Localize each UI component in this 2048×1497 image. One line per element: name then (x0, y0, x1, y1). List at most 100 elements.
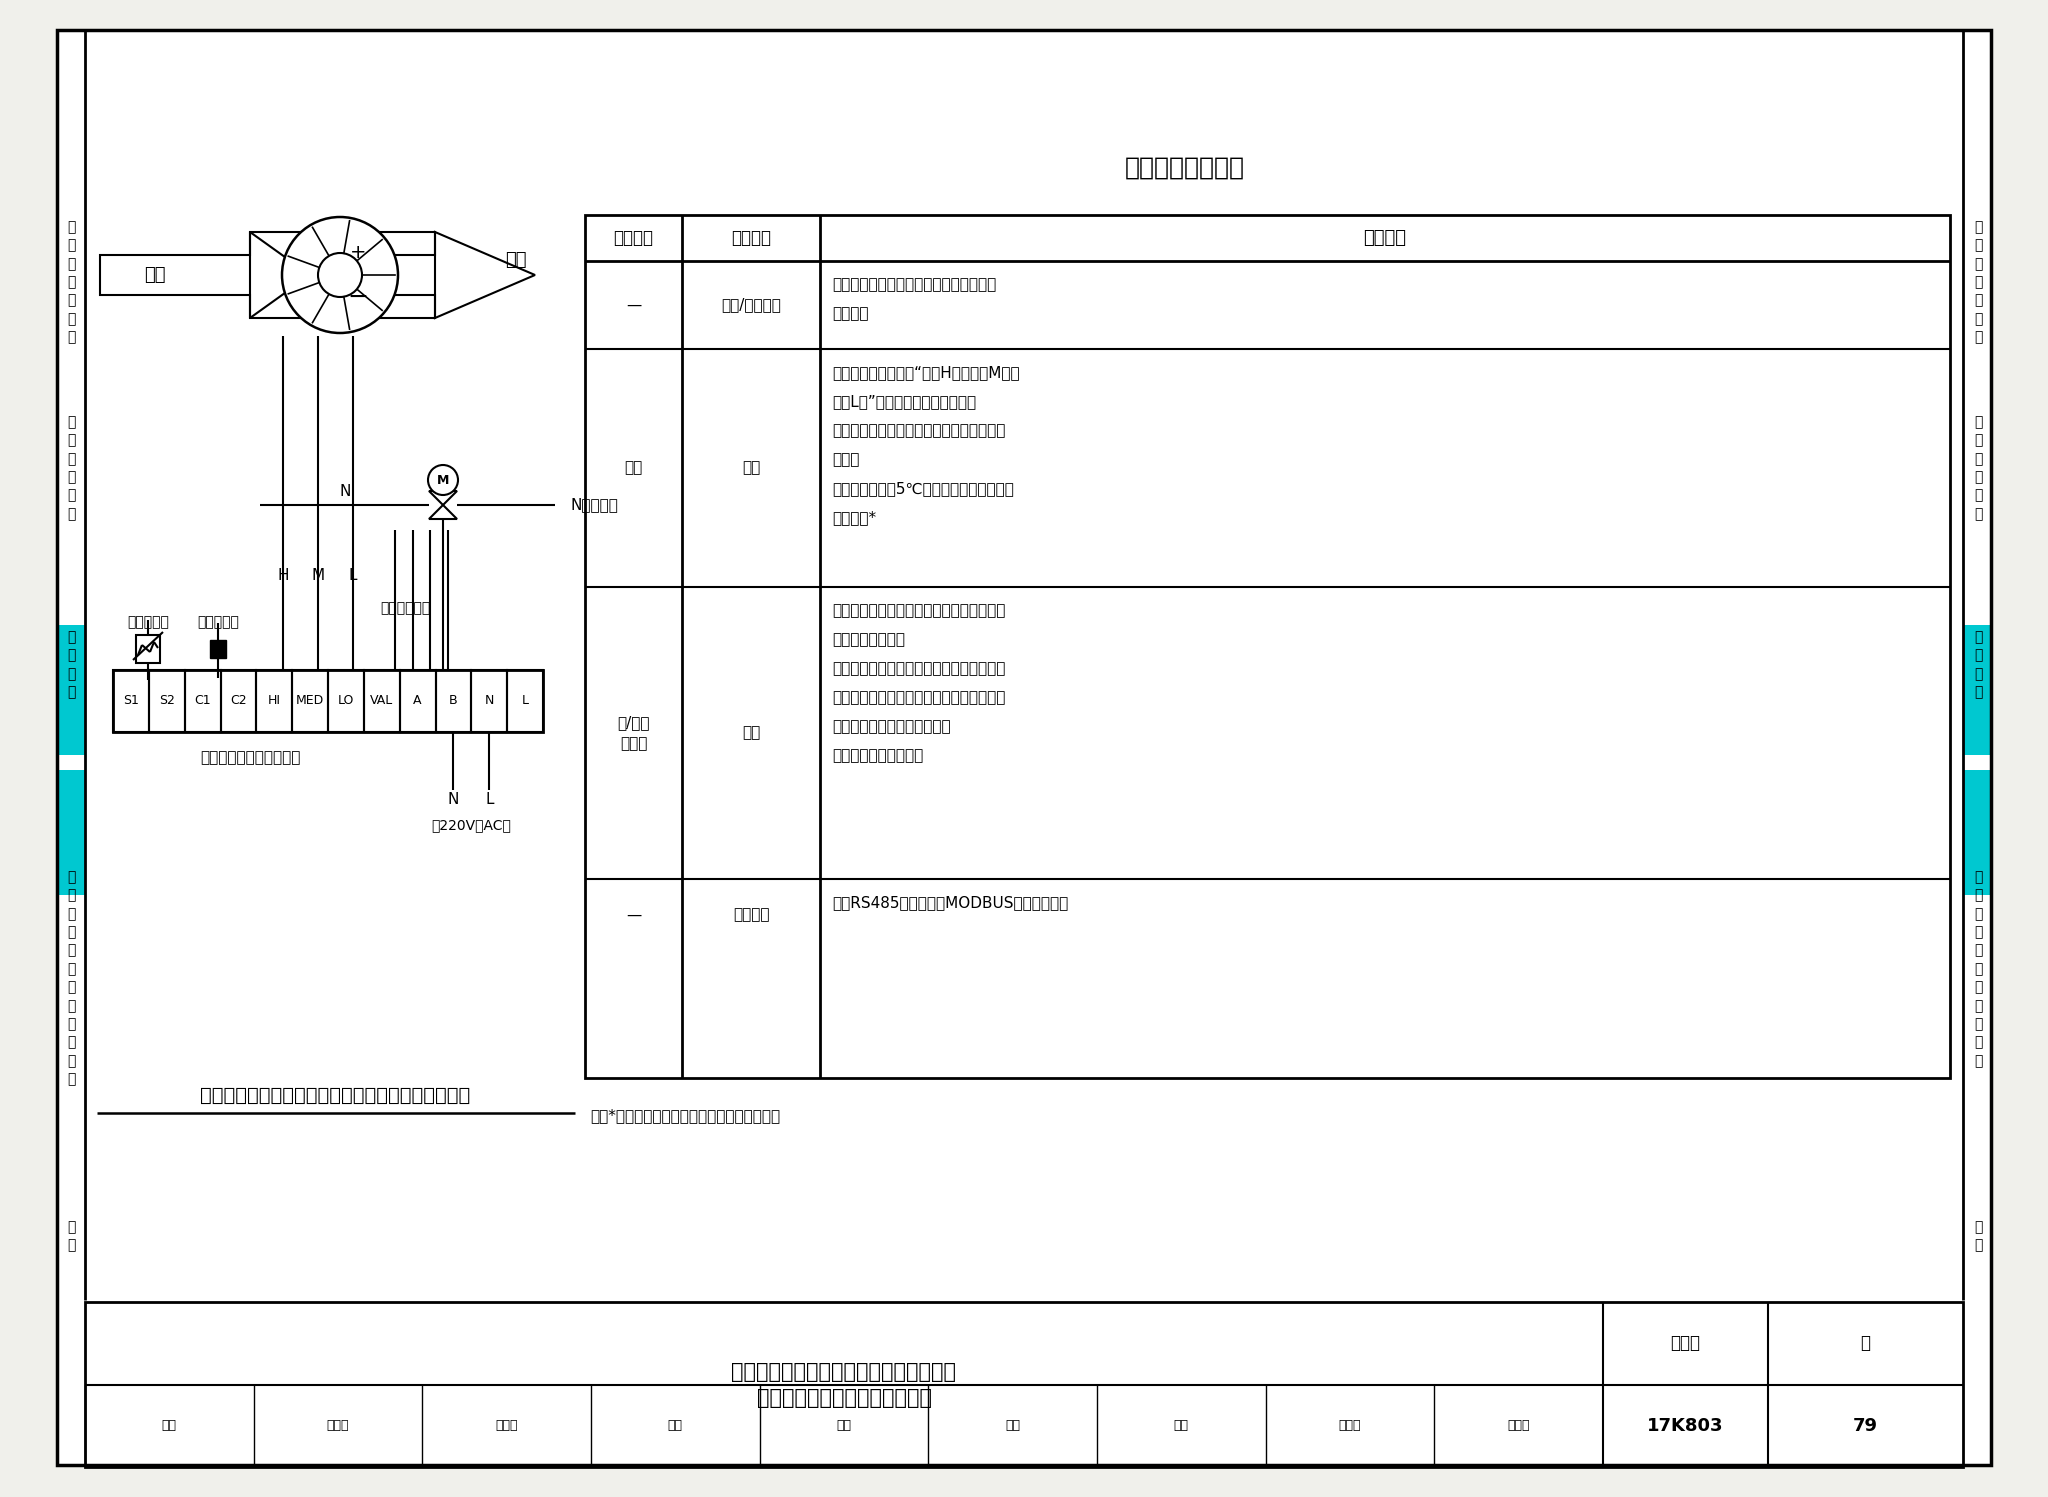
Text: 供冷/供热模式: 供冷/供热模式 (721, 298, 780, 313)
Text: M: M (436, 473, 449, 487)
Text: 供冷模式时，当室内温度实测値高于设定値: 供冷模式时，当室内温度实测値高于设定値 (831, 662, 1006, 677)
Text: N（零线）: N（零线） (569, 497, 618, 512)
Text: 外接传感器: 外接传感器 (127, 615, 168, 629)
Polygon shape (100, 232, 309, 317)
Text: LO: LO (338, 695, 354, 708)
Text: 赵晓字: 赵晓字 (1339, 1419, 1362, 1433)
Text: +: + (350, 244, 367, 262)
Text: 17K803: 17K803 (1647, 1416, 1724, 1434)
Bar (221, 671, 256, 732)
Text: N: N (340, 484, 350, 499)
Text: 自动选择: 自动选择 (831, 305, 868, 320)
Text: 低（L）”三档风速调节风机转速；: 低（L）”三档风速调节风机转速； (831, 394, 977, 409)
Text: 电动阀进行控制；: 电动阀进行控制； (831, 632, 905, 647)
Text: A: A (414, 695, 422, 708)
Bar (150, 671, 184, 732)
Text: 联网功能: 联网功能 (733, 907, 770, 922)
Text: 値班采暖*: 値班采暖* (831, 510, 877, 525)
Text: 启停: 启停 (741, 461, 760, 476)
Polygon shape (428, 504, 457, 519)
Bar (211, 641, 225, 659)
Bar (328, 671, 365, 732)
Bar (256, 671, 293, 732)
Bar (113, 671, 543, 732)
Text: 具有RS485联网控制（MODBUS等标准协议）: 具有RS485联网控制（MODBUS等标准协议） (831, 895, 1069, 910)
Bar (57, 769, 86, 895)
Text: 自
控
原
理: 自 控 原 理 (1974, 630, 1982, 699)
Text: −: − (348, 284, 369, 308)
Text: 余欣: 余欣 (836, 1419, 852, 1433)
Text: 或根据室内温度实测値与设定値的偏差自动: 或根据室内温度实测値与设定値的偏差自动 (831, 424, 1006, 439)
Bar (586, 216, 1950, 1078)
Text: 目
录
与
编
制
说
明: 目 录 与 编 制 说 明 (1974, 220, 1982, 344)
Text: L: L (522, 695, 528, 708)
Text: 控制要求: 控制要求 (1364, 229, 1407, 247)
Text: 自控调节策略说明: 自控调节策略说明 (1124, 156, 1245, 180)
Text: 金久析: 金久析 (328, 1419, 350, 1433)
Text: 冷/热水
电动阀: 冷/热水 电动阀 (616, 716, 649, 751)
Text: 通
用
监
控
要
求: 通 用 监 控 要 求 (68, 415, 76, 521)
Text: 接受人员的选择；供冷、供热、通风模式: 接受人员的选择；供冷、供热、通风模式 (831, 277, 995, 292)
Text: 页: 页 (1860, 1334, 1870, 1352)
Text: 通断: 通断 (741, 726, 760, 741)
Bar (1962, 626, 1991, 754)
Text: MED: MED (297, 695, 324, 708)
Polygon shape (428, 491, 457, 504)
Bar (471, 671, 508, 732)
Circle shape (317, 253, 362, 296)
Text: L: L (348, 567, 356, 582)
Polygon shape (375, 232, 535, 317)
Bar (250, 232, 434, 317)
Text: 当室内温度低于5℃时，自动启动风机执行: 当室内温度低于5℃时，自动启动风机执行 (831, 481, 1014, 496)
Circle shape (428, 466, 459, 496)
Text: 校对: 校对 (668, 1419, 682, 1433)
Text: 冷热型联网（二管制）风机盘管温控面板: 冷热型联网（二管制）风机盘管温控面板 (731, 1362, 956, 1383)
Bar (399, 671, 436, 732)
Bar (57, 626, 86, 754)
Text: HI: HI (268, 695, 281, 708)
Text: 换档；: 换档； (831, 452, 860, 467)
Text: 时，电动阀开启；当室内温度实测値达到或: 时，电动阀开启；当室内温度实测値达到或 (831, 690, 1006, 705)
Text: 目
录
与
编
制
说
明: 目 录 与 编 制 说 明 (68, 220, 76, 344)
Text: 附
录: 附 录 (1974, 1220, 1982, 1253)
Text: B: B (449, 695, 459, 708)
Text: 设计: 设计 (1174, 1419, 1188, 1433)
Text: 附
录: 附 录 (68, 1220, 76, 1253)
Text: 注：*部分产品有此功能，可以通过设置实现。: 注：*部分产品有此功能，可以通过设置实现。 (590, 1108, 780, 1124)
Text: —: — (627, 907, 641, 922)
Text: 审核: 审核 (162, 1419, 176, 1433)
Text: （220V，AC）: （220V，AC） (432, 817, 512, 832)
Text: C1: C1 (195, 695, 211, 708)
Text: 图集号: 图集号 (1671, 1334, 1700, 1352)
Text: 风机: 风机 (625, 461, 643, 476)
Text: 79: 79 (1853, 1416, 1878, 1434)
Text: 被控设备: 被控设备 (614, 229, 653, 247)
Text: S2: S2 (160, 695, 174, 708)
Text: C2: C2 (229, 695, 246, 708)
Text: L: L (485, 792, 494, 807)
Bar (293, 671, 328, 732)
Text: 通
用
监
控
要
求: 通 用 监 控 要 求 (1974, 415, 1982, 521)
Bar (436, 671, 471, 732)
Text: 根据人员的选择，按“高（H）、中（M）、: 根据人员的选择，按“高（H）、中（M）、 (831, 365, 1020, 380)
Text: N: N (485, 695, 494, 708)
Text: 自
控
原
理: 自 控 原 理 (68, 630, 76, 699)
Text: 仪
表
调
试
选
用
和
运
行
安
装: 仪 表 调 试 选 用 和 运 行 安 装 (1974, 870, 1982, 1067)
Text: VAL: VAL (371, 695, 393, 708)
Text: 送风: 送风 (506, 251, 526, 269)
Text: S1: S1 (123, 695, 139, 708)
Text: 干接点输入: 干接点输入 (197, 615, 240, 629)
Text: M: M (311, 567, 324, 582)
Text: 根据室内温度的实测値与设定値的偏差，对: 根据室内温度的实测値与设定値的偏差，对 (831, 603, 1006, 618)
Circle shape (283, 217, 397, 332)
Text: 供热模式时，动作相反: 供热模式时，动作相反 (831, 748, 924, 763)
Text: N: N (449, 792, 459, 807)
Text: 合校: 合校 (1006, 1419, 1020, 1433)
Text: 冷热型联网（二管制）风机盘管温控面板接线示意图: 冷热型联网（二管制）风机盘管温控面板接线示意图 (201, 1085, 471, 1105)
Text: —: — (627, 298, 641, 313)
Text: 联网型风机盘管温控面板: 联网型风机盘管温控面板 (201, 750, 301, 765)
Text: 接线示意图及自控调节策略说明: 接线示意图及自控调节策略说明 (756, 1389, 932, 1409)
Text: 被控内容: 被控内容 (731, 229, 770, 247)
Bar (135, 635, 160, 663)
Text: 低于设定値时，电动阀关闭；: 低于设定値时，电动阀关闭； (831, 719, 950, 734)
